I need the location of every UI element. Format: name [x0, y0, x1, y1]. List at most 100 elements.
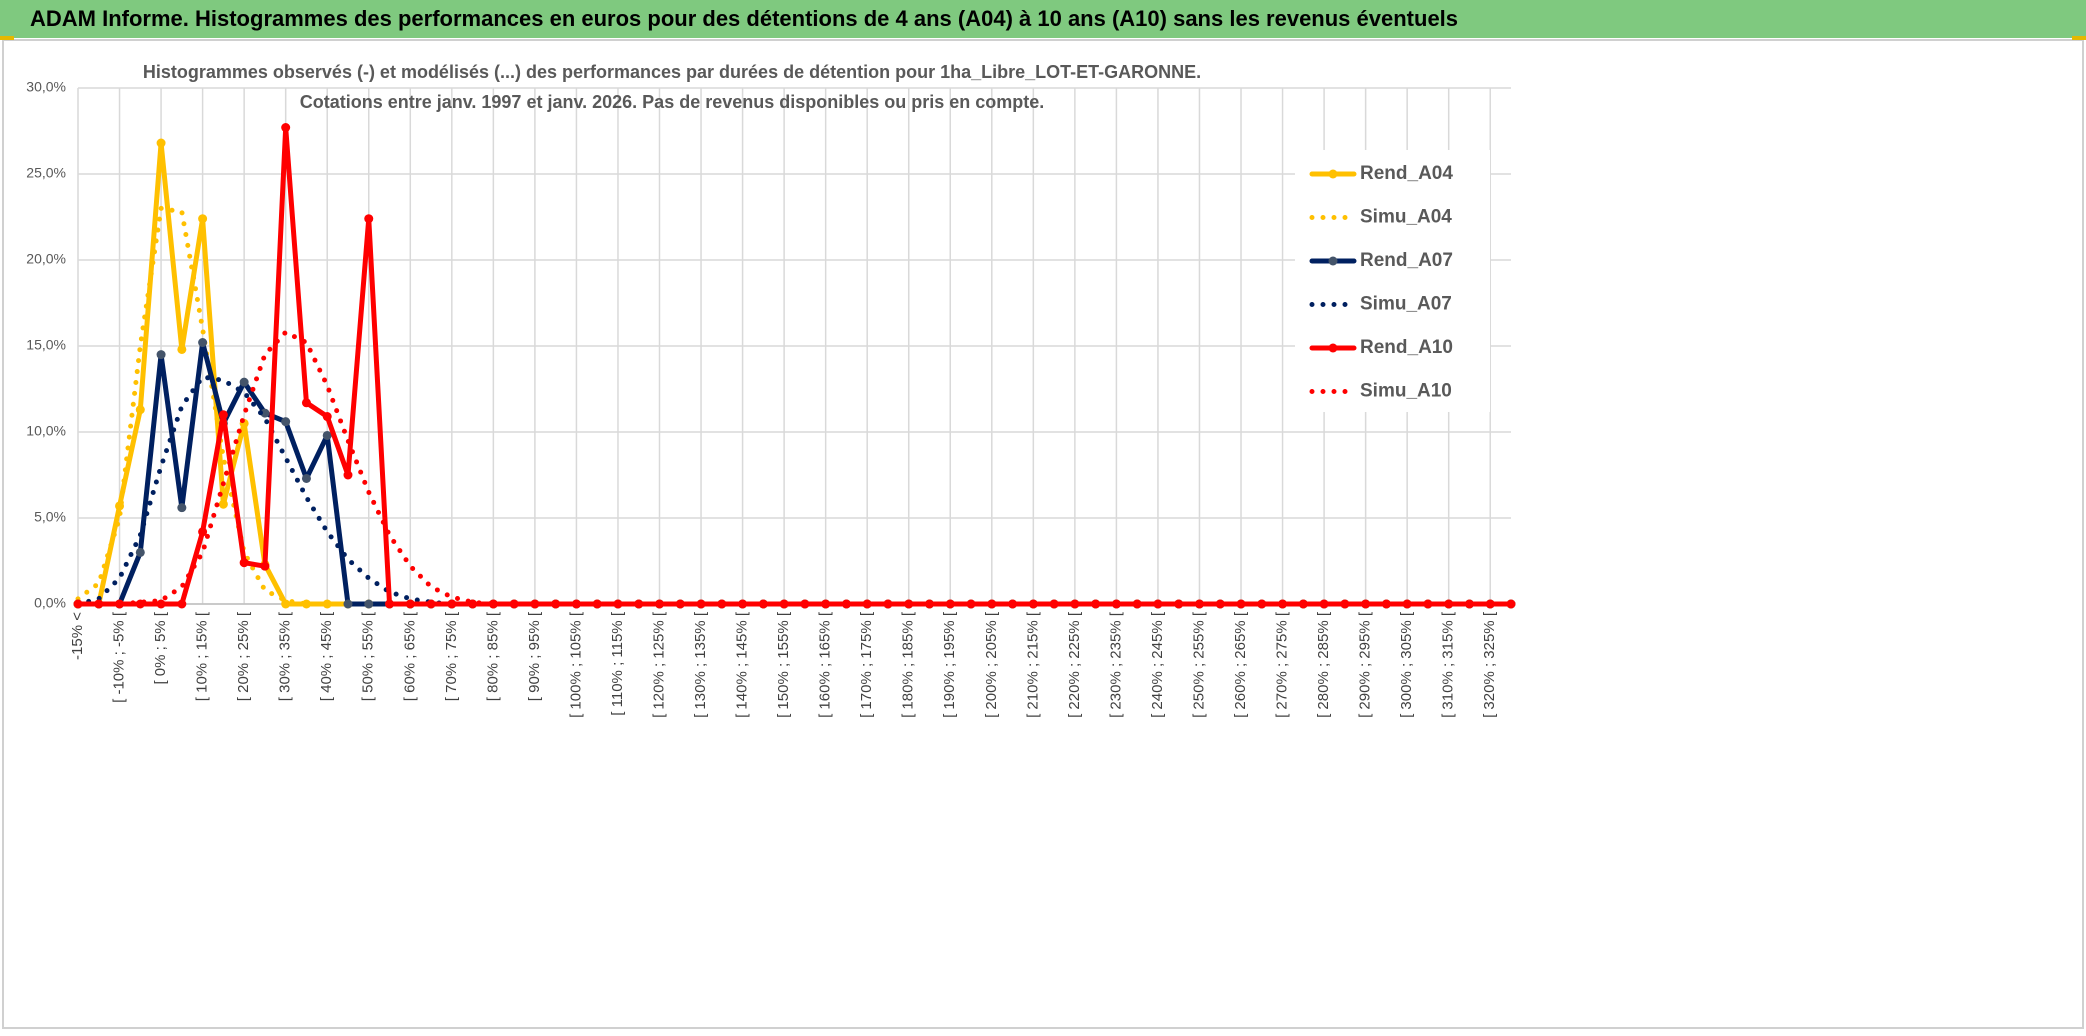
point: [198, 214, 208, 224]
chart-title: Cotations entre janv. 1997 et janv. 2026…: [300, 92, 1045, 112]
point: [385, 599, 395, 609]
legend-label: Simu_A07: [1360, 294, 1452, 315]
point: [1028, 599, 1038, 609]
x-tick-label: [ 270% ; 275% [: [1274, 611, 1291, 718]
chart-frame: [2, 39, 2084, 1029]
x-tick-label: [ 100% ; 105% [: [567, 611, 584, 718]
point: [1194, 599, 1204, 609]
y-tick-label: 10,0%: [26, 423, 66, 439]
point: [281, 123, 291, 133]
legend-label: Simu_A04: [1360, 207, 1452, 228]
point: [613, 599, 623, 609]
y-tick-label: 20,0%: [26, 251, 66, 267]
x-tick-label: [ 130% ; 135% [: [692, 611, 709, 718]
point: [156, 138, 166, 148]
x-tick-label: [ 150% ; 155% [: [775, 611, 792, 718]
point: [841, 599, 851, 609]
point: [405, 599, 415, 609]
point: [218, 410, 228, 420]
x-tick-label: [ 0% ; 5% [: [152, 611, 169, 684]
x-tick-label: [ 40% ; 45% [: [318, 611, 335, 701]
point: [1215, 599, 1225, 609]
point: [135, 405, 145, 415]
x-tick-label: [ 280% ; 285% [: [1315, 611, 1332, 718]
x-tick-label: [ 320% ; 325% [: [1481, 611, 1498, 718]
point: [364, 599, 374, 609]
legend-marker: [1328, 256, 1338, 266]
point: [177, 344, 187, 354]
point: [198, 527, 208, 537]
point: [1506, 599, 1516, 609]
x-tick-label: -15% <: [69, 612, 86, 660]
x-tick-label: [ 220% ; 225% [: [1066, 611, 1083, 718]
legend-label: Rend_A07: [1360, 250, 1453, 271]
point: [218, 499, 228, 509]
y-tick-label: 5,0%: [34, 509, 66, 525]
x-tick-label: [ 90% ; 95% [: [526, 611, 543, 701]
x-tick-label: [ 10% ; 15% [: [194, 611, 211, 701]
x-tick-label: [ 20% ; 25% [: [235, 611, 252, 701]
x-tick-label: [ 190% ; 195% [: [941, 611, 958, 718]
x-tick-label: [ 250% ; 255% [: [1190, 611, 1207, 718]
legend-label: Rend_A04: [1360, 163, 1453, 184]
x-tick-label: [ 30% ; 35% [: [277, 611, 294, 701]
plot: 0,0% 5,0% 10,0% 15,0% 20,0% 25,0% 30,0% -15% < […: [26, 62, 1516, 718]
legend-label: Rend_A10: [1360, 337, 1453, 358]
point: [301, 473, 311, 483]
x-tick-label: [ 80% ; 85% [: [484, 611, 501, 701]
point: [135, 547, 145, 557]
x-tick-label: [ 50% ; 55% [: [360, 611, 377, 701]
x-tick-label: [ 180% ; 185% [: [900, 611, 917, 718]
point: [198, 338, 208, 348]
point: [1361, 599, 1371, 609]
x-tick-label: [ 230% ; 235% [: [1107, 611, 1124, 718]
point: [343, 599, 353, 609]
x-tick-label: [ 160% ; 165% [: [817, 611, 834, 718]
legend-marker: [1328, 169, 1338, 179]
corner: [0, 36, 14, 40]
point: [322, 430, 332, 440]
chart-title: Histogrammes observés (-) et modélisés (…: [143, 62, 1201, 82]
y-tick-label: 15,0%: [26, 337, 66, 353]
point: [177, 599, 187, 609]
x-tick-label: [ -10% ; -5% [: [111, 611, 128, 703]
x-tick-label: [ 260% ; 265% [: [1232, 611, 1249, 718]
point: [655, 599, 665, 609]
header-bar: [0, 0, 2086, 38]
x-tick-label: [ 70% ; 75% [: [443, 611, 460, 701]
x-tick-label: [ 300% ; 305% [: [1398, 611, 1415, 718]
point: [1381, 599, 1391, 609]
legend-label: Simu_A10: [1360, 381, 1452, 402]
point: [281, 417, 291, 427]
x-tick-label: [ 290% ; 295% [: [1357, 611, 1374, 718]
legend-box: [1295, 150, 1490, 412]
point: [364, 214, 374, 224]
header-title: ADAM Informe. Histogrammes des performan…: [30, 6, 1458, 31]
x-tick-label: [ 60% ; 65% [: [401, 611, 418, 701]
x-tick-label: [ 110% ; 115% [: [609, 611, 626, 716]
x-tick-label: [ 140% ; 145% [: [734, 611, 751, 718]
point: [177, 503, 187, 513]
y-tick-label: 0,0%: [34, 595, 66, 611]
corner: [2072, 36, 2086, 40]
point: [1174, 599, 1184, 609]
x-tick-label: [ 200% ; 205% [: [983, 611, 1000, 718]
x-tick-label: [ 170% ; 175% [: [858, 611, 875, 718]
point: [322, 412, 332, 422]
legend-marker: [1328, 343, 1338, 353]
point: [634, 599, 644, 609]
point: [800, 599, 810, 609]
point: [343, 470, 353, 480]
point: [239, 558, 249, 568]
point: [260, 561, 270, 571]
x-tick-label: [ 120% ; 125% [: [650, 611, 667, 718]
point: [239, 377, 249, 387]
y-tick-label: 25,0%: [26, 165, 66, 181]
dotted-line: [75, 329, 1514, 607]
y-tick-label: 30,0%: [26, 79, 66, 95]
point: [260, 408, 270, 418]
point: [301, 398, 311, 408]
point: [1008, 599, 1018, 609]
point: [987, 599, 997, 609]
